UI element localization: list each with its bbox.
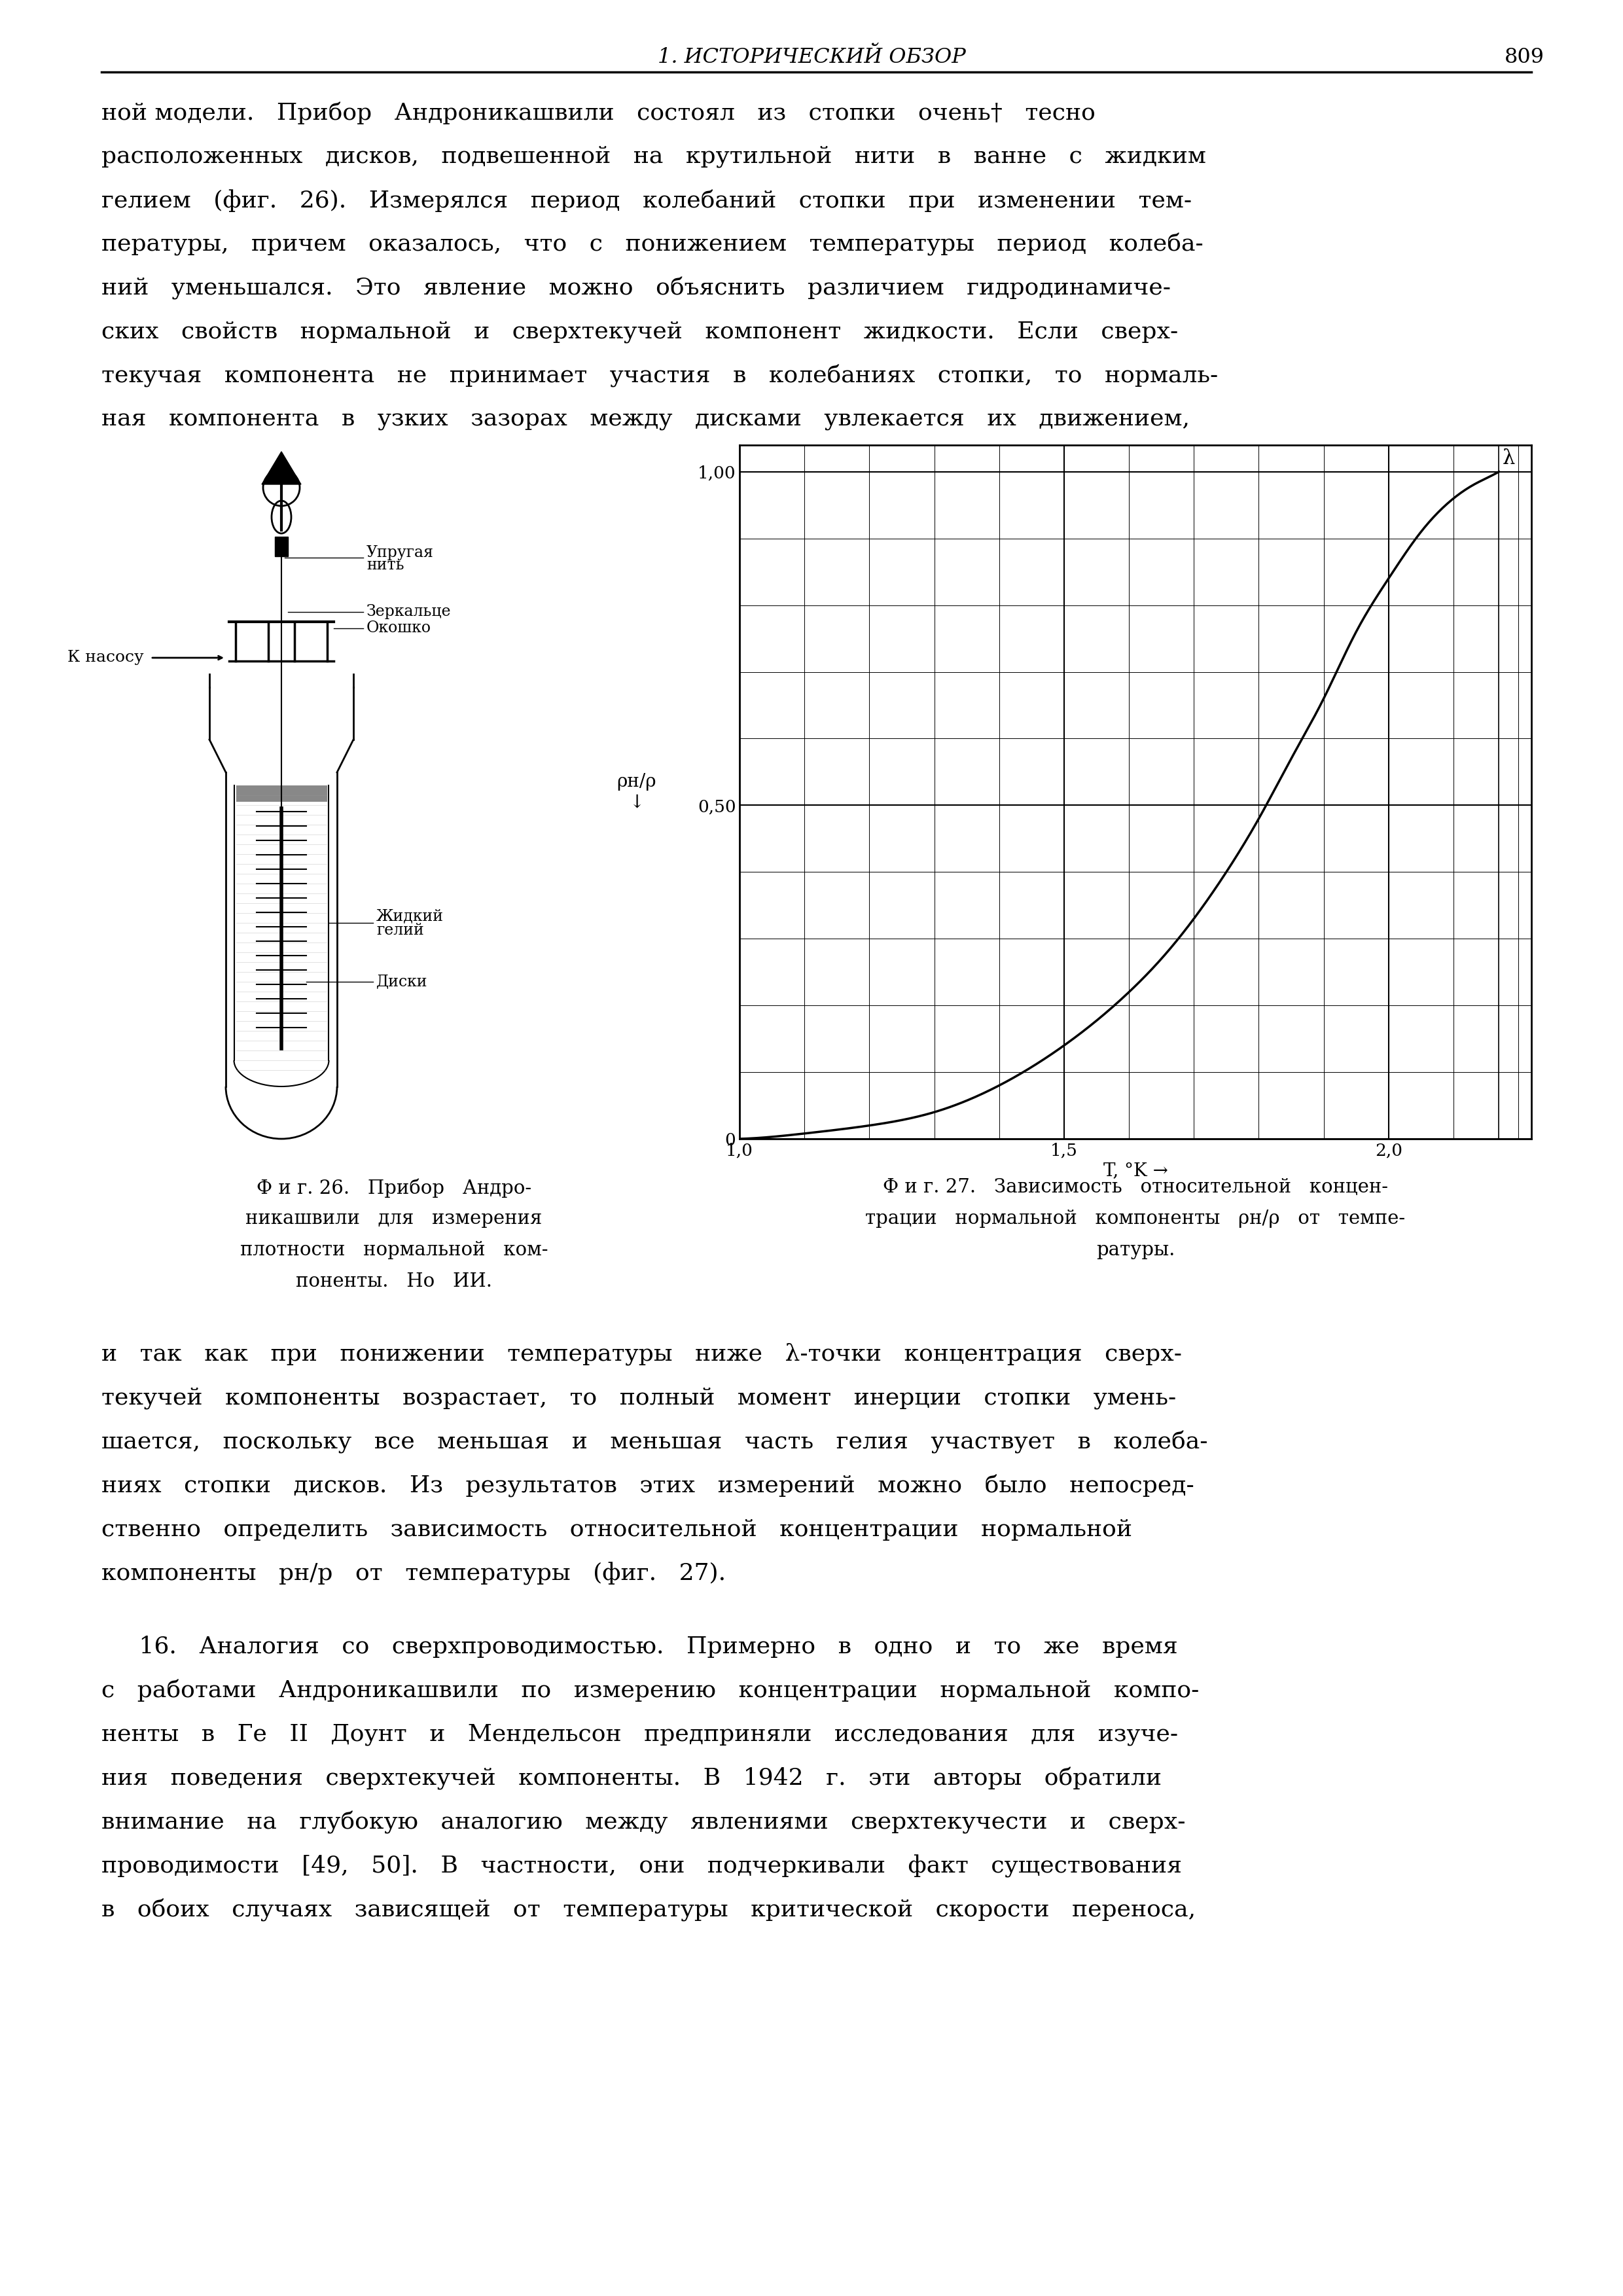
Text: ненты   в   Ге   ІІ   Доунт   и   Мендельсон   предприняли   исследования   для : ненты в Ге ІІ Доунт и Мендельсон предпри… xyxy=(101,1724,1178,1745)
Text: ний   уменьшался.   Это   явление   можно   объяснить   различием   гидродинамич: ний уменьшался. Это явление можно объясн… xyxy=(101,278,1170,301)
Text: Жидкий: Жидкий xyxy=(377,909,443,923)
X-axis label: T, °K →: T, °K → xyxy=(1104,1162,1169,1180)
Text: поненты.   Но   ИИ.: поненты. Но ИИ. xyxy=(295,1272,492,1290)
Text: ниях   стопки   дисков.   Из   результатов   этих   измерений   можно   было   н: ниях стопки дисков. Из результатов этих … xyxy=(101,1474,1195,1497)
Bar xyxy=(237,785,328,801)
Text: 1. ИСТОРИЧЕСКИЙ ОБЗОР: 1. ИСТОРИЧЕСКИЙ ОБЗОР xyxy=(657,48,966,69)
Text: гелий: гелий xyxy=(377,923,424,939)
Text: шается,   поскольку   все   меньшая   и   меньшая   часть   гелия   участвует   : шается, поскольку все меньшая и меньшая … xyxy=(101,1430,1208,1453)
Text: текучая   компонента   не   принимает   участия   в   колебаниях   стопки,   то : текучая компонента не принимает участия … xyxy=(101,365,1219,388)
Text: ских   свойств   нормальной   и   сверхтекучей   компонент   жидкости.   Если   : ских свойств нормальной и сверхтекучей к… xyxy=(101,321,1178,342)
Text: пературы,   причем   оказалось,   что   с   понижением   температуры   период   : пературы, причем оказалось, что с пониже… xyxy=(101,232,1203,255)
Text: расположенных   дисков,   подвешенной   на   крутильной   нити   в   ванне   с  : расположенных дисков, подвешенной на кру… xyxy=(101,145,1206,168)
Text: ρн/ρ
↓: ρн/ρ ↓ xyxy=(617,774,656,810)
Polygon shape xyxy=(261,452,300,484)
Text: λ: λ xyxy=(1503,448,1514,468)
Text: никашвили   для   измерения: никашвили для измерения xyxy=(245,1210,542,1228)
Text: компоненты   рн/р   от   температуры   (фиг.   27).: компоненты рн/р от температуры (фиг. 27)… xyxy=(101,1561,725,1584)
Text: Зеркальце: Зеркальце xyxy=(367,604,451,620)
Text: ная   компонента   в   узких   зазорах   между   дисками   увлекается   их   дви: ная компонента в узких зазорах между дис… xyxy=(101,409,1190,432)
Text: плотности   нормальной   ком-: плотности нормальной ком- xyxy=(240,1240,549,1258)
Text: Диски: Диски xyxy=(377,974,428,990)
Text: гелием   (фиг.   26).   Измерялся   период   колебаний   стопки   при   изменени: гелием (фиг. 26). Измерялся период колеб… xyxy=(101,188,1191,211)
Text: Окошко: Окошко xyxy=(367,620,432,636)
Text: внимание   на   глубокую   аналогию   между   явлениями   сверхтекучести   и   с: внимание на глубокую аналогию между явле… xyxy=(101,1812,1185,1835)
Text: нить: нить xyxy=(367,558,404,572)
Text: К насосу: К насосу xyxy=(68,650,144,666)
Text: текучей   компоненты   возрастает,   то   полный   момент   инерции   стопки   у: текучей компоненты возрастает, то полный… xyxy=(101,1387,1177,1410)
Text: проводимости   [49,   50].   В   частности,   они   подчеркивали   факт   сущест: проводимости [49, 50]. В частности, они … xyxy=(101,1855,1182,1878)
Text: ственно   определить   зависимость   относительной   концентрации   нормальной: ственно определить зависимость относител… xyxy=(101,1518,1133,1541)
Text: 809: 809 xyxy=(1505,48,1545,69)
Text: трации   нормальной   компоненты   ρн/ρ   от   темпе-: трации нормальной компоненты ρн/ρ от тем… xyxy=(865,1210,1406,1228)
Text: ратуры.: ратуры. xyxy=(1096,1240,1175,1258)
Text: ной модели.   Прибор   Андроникашвили   состоял   из   стопки   очень†   тесно: ной модели. Прибор Андроникашвили состоя… xyxy=(101,101,1096,124)
Text: Ф и г. 26.   Прибор   Андро-: Ф и г. 26. Прибор Андро- xyxy=(256,1178,531,1199)
Text: с   работами   Андроникашвили   по   измерению   концентрации   нормальной   ком: с работами Андроникашвили по измерению к… xyxy=(101,1678,1199,1701)
Text: Упругая: Упругая xyxy=(367,546,433,560)
Text: и   так   как   при   понижении   температуры   ниже   λ-точки   концентрация   : и так как при понижении температуры ниже… xyxy=(101,1343,1182,1366)
Text: в   обоих   случаях   зависящей   от   температуры   критической   скорости   пе: в обоих случаях зависящей от температуры… xyxy=(101,1899,1196,1922)
Text: ния   поведения   сверхтекучей   компоненты.   В   1942   г.   эти   авторы   об: ния поведения сверхтекучей компоненты. В… xyxy=(101,1768,1162,1791)
Text: 16.   Аналогия   со   сверхпроводимостью.   Примерно   в   одно   и   то   же   : 16. Аналогия со сверхпроводимостью. Прим… xyxy=(101,1635,1178,1658)
Bar xyxy=(274,537,287,556)
Text: Ф и г. 27.   Зависимость   относительной   концен-: Ф и г. 27. Зависимость относительной кон… xyxy=(883,1178,1388,1196)
